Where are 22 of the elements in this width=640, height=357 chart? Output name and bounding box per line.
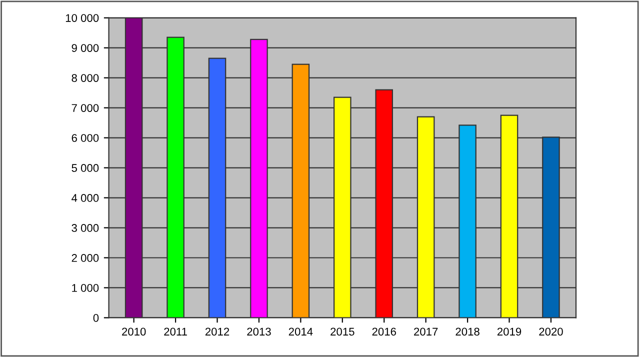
y-tick-label: 4 000 [72, 194, 99, 202]
x-tick-label: 2018 [456, 328, 480, 336]
y-tick-label: 9 000 [72, 44, 99, 52]
x-tick-label: 2017 [414, 328, 438, 336]
y-tick-label: 6 000 [72, 134, 99, 142]
x-tick-label: 2020 [539, 328, 563, 336]
x-tick-label: 2012 [205, 328, 230, 336]
y-tick-label: 1 000 [72, 284, 99, 292]
x-tick-label: 2011 [164, 328, 187, 336]
x-tick-label: 2014 [288, 328, 313, 336]
y-tick-label: 5 000 [72, 164, 99, 172]
y-tick-label: 8 000 [72, 74, 99, 82]
y-tick-label: 0 [93, 314, 99, 322]
x-tick-label: 2016 [372, 328, 396, 336]
x-tick-label: 2013 [247, 328, 271, 336]
x-tick-label: 2010 [122, 328, 146, 336]
x-tick-label: 2019 [497, 328, 522, 336]
y-tick-label: 10 000 [66, 14, 99, 22]
y-tick-label: 7 000 [72, 104, 99, 112]
x-tick-label: 2015 [330, 328, 354, 336]
y-tick-label: 2 000 [72, 254, 99, 262]
y-tick-label: 3 000 [72, 224, 99, 232]
